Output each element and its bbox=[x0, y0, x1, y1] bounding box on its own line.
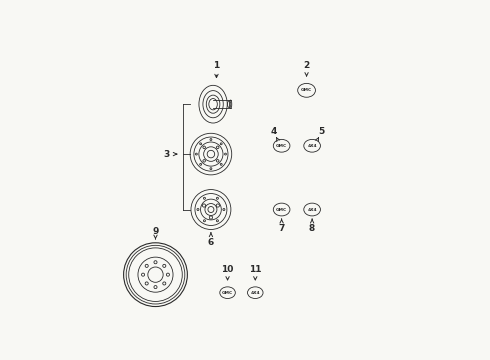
Text: 4X4: 4X4 bbox=[250, 291, 260, 295]
Circle shape bbox=[205, 203, 217, 216]
Circle shape bbox=[200, 143, 201, 145]
Ellipse shape bbox=[304, 203, 320, 216]
Circle shape bbox=[167, 273, 170, 276]
Circle shape bbox=[200, 163, 201, 165]
Circle shape bbox=[148, 267, 163, 282]
Text: GMC: GMC bbox=[276, 144, 287, 148]
Circle shape bbox=[163, 264, 166, 267]
Text: 4: 4 bbox=[270, 127, 276, 136]
Circle shape bbox=[220, 143, 222, 145]
Circle shape bbox=[163, 282, 166, 285]
Text: 8: 8 bbox=[309, 224, 315, 233]
Circle shape bbox=[142, 273, 145, 276]
Circle shape bbox=[210, 168, 212, 170]
Circle shape bbox=[208, 207, 214, 212]
Circle shape bbox=[207, 150, 215, 158]
Ellipse shape bbox=[273, 139, 290, 152]
Text: 5: 5 bbox=[318, 127, 325, 136]
Circle shape bbox=[203, 220, 205, 222]
Circle shape bbox=[154, 261, 157, 264]
Circle shape bbox=[154, 285, 157, 289]
Ellipse shape bbox=[247, 287, 263, 298]
Text: 10: 10 bbox=[221, 265, 234, 274]
Ellipse shape bbox=[229, 100, 232, 108]
Text: 3: 3 bbox=[164, 150, 170, 158]
Text: 9: 9 bbox=[152, 227, 159, 236]
Circle shape bbox=[204, 147, 218, 161]
Text: 7: 7 bbox=[278, 224, 285, 233]
Text: 2: 2 bbox=[303, 61, 310, 70]
Text: GMC: GMC bbox=[222, 291, 233, 295]
Circle shape bbox=[217, 220, 219, 222]
Circle shape bbox=[210, 139, 212, 140]
Ellipse shape bbox=[220, 287, 235, 298]
Circle shape bbox=[224, 153, 226, 155]
Circle shape bbox=[145, 282, 148, 285]
Text: 11: 11 bbox=[249, 265, 262, 274]
Ellipse shape bbox=[298, 84, 316, 97]
Text: 4X4: 4X4 bbox=[307, 144, 317, 148]
Text: GMC: GMC bbox=[301, 88, 312, 92]
Text: 4X4: 4X4 bbox=[307, 207, 317, 212]
Text: 6: 6 bbox=[208, 238, 214, 247]
Ellipse shape bbox=[273, 203, 290, 216]
Text: GMC: GMC bbox=[276, 207, 287, 212]
Circle shape bbox=[217, 197, 219, 199]
Circle shape bbox=[200, 199, 221, 220]
Circle shape bbox=[145, 264, 148, 267]
Circle shape bbox=[203, 197, 205, 199]
Ellipse shape bbox=[304, 139, 320, 152]
Circle shape bbox=[197, 208, 199, 211]
Text: 1: 1 bbox=[213, 61, 220, 70]
Circle shape bbox=[196, 153, 197, 155]
Circle shape bbox=[220, 163, 222, 165]
Circle shape bbox=[223, 208, 225, 211]
